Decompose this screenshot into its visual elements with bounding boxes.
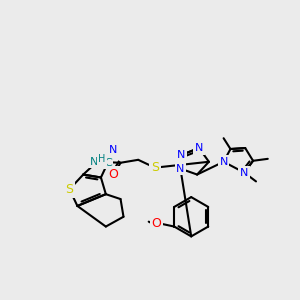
Text: N: N <box>195 143 203 153</box>
Text: O: O <box>109 168 118 181</box>
Text: N: N <box>109 145 117 155</box>
Text: O: O <box>152 217 161 230</box>
Text: N: N <box>177 150 186 160</box>
Text: H: H <box>98 154 106 164</box>
Text: N: N <box>176 164 184 174</box>
Text: N: N <box>90 157 98 167</box>
Text: N: N <box>219 157 228 167</box>
Text: S: S <box>65 183 74 196</box>
Text: S: S <box>151 161 159 174</box>
Text: N: N <box>240 168 248 178</box>
Text: C: C <box>104 158 112 168</box>
